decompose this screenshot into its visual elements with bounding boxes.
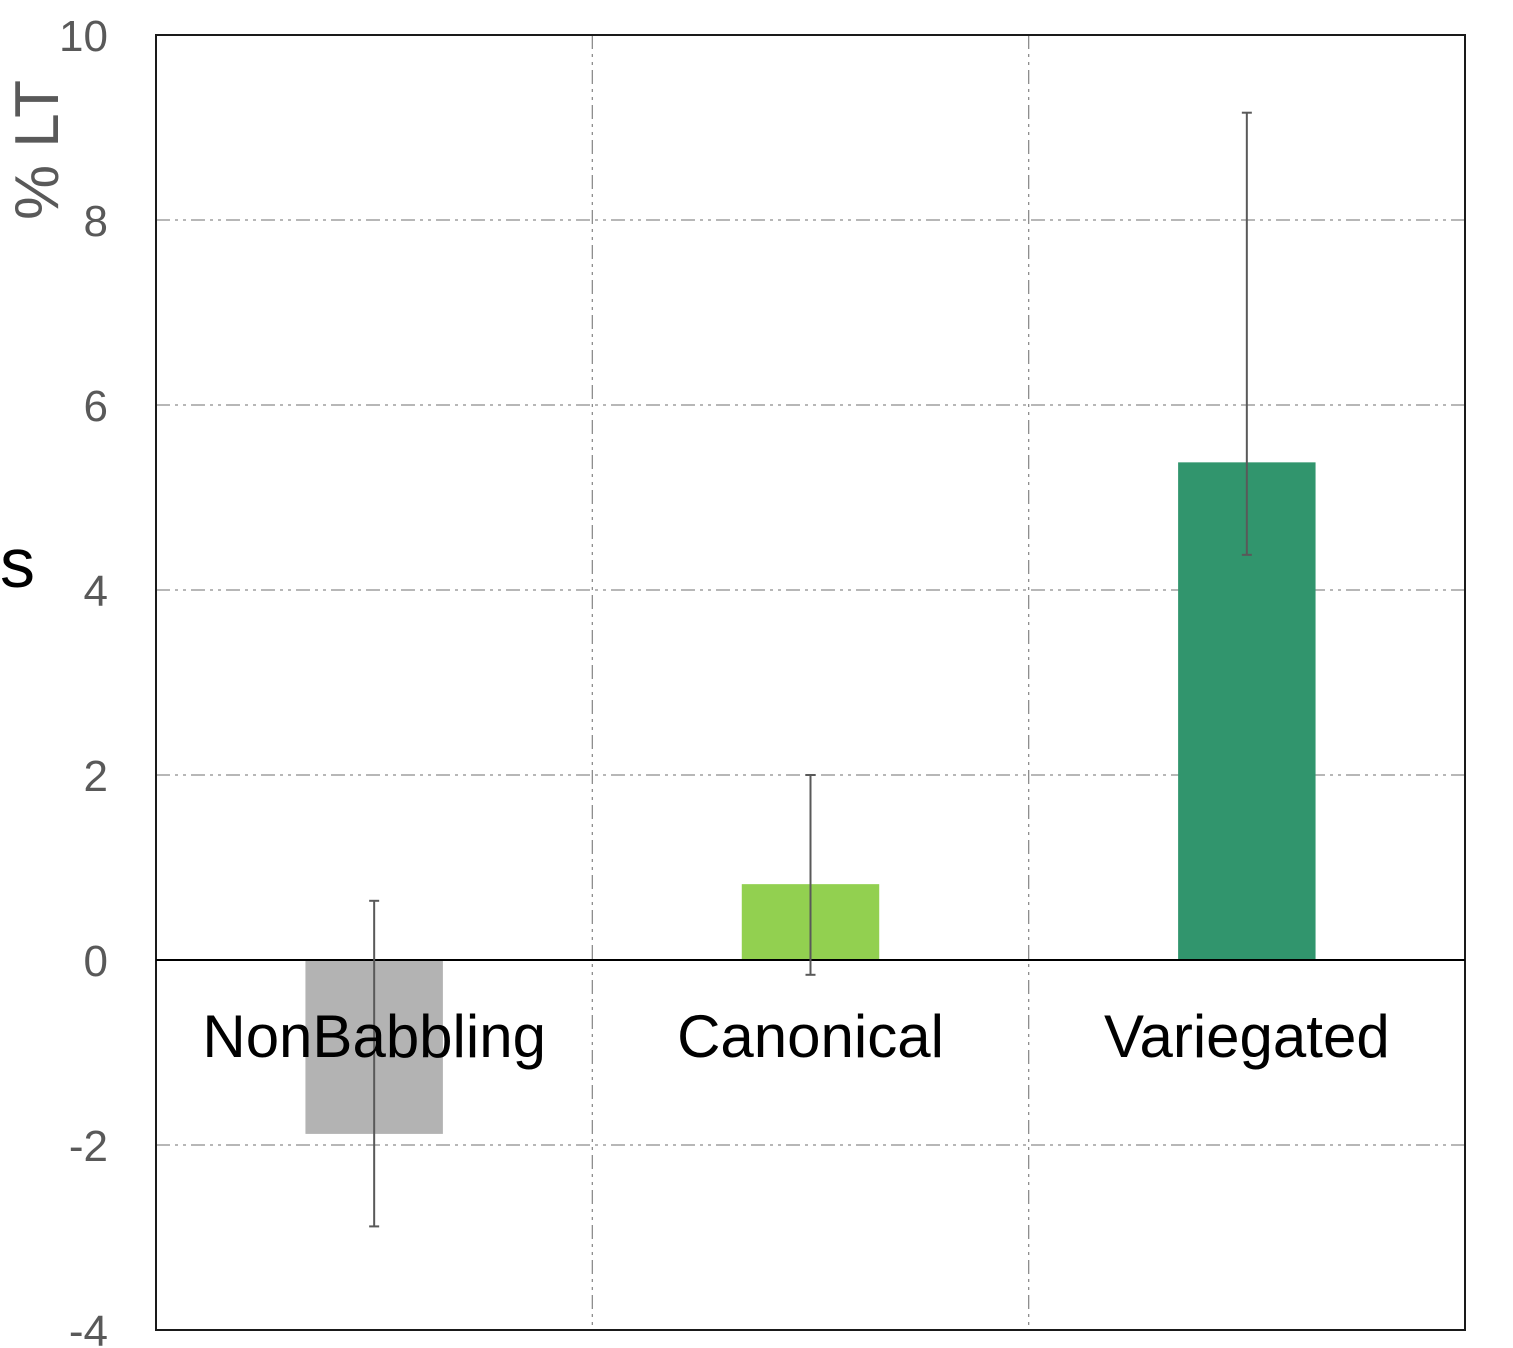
y-tick-label: -2 (69, 1122, 108, 1171)
plot-frame (155, 34, 1466, 1331)
category-label: Canonical (677, 1003, 944, 1070)
y-tick-label: 10 (59, 12, 108, 61)
y-tick-label: 4 (84, 567, 108, 616)
category-label: Variegated (1104, 1003, 1390, 1070)
y-tick-label: 2 (84, 752, 108, 801)
error-bars (369, 111, 1252, 1228)
y-tick-label: -4 (69, 1307, 108, 1348)
y-tick-label: 0 (84, 937, 108, 986)
y-tick-label: 8 (84, 197, 108, 246)
partial-label-text: s (0, 524, 35, 602)
labels: -4 -2 0 2 4 6 8 10 NonBabbling Canonical Variegate… (59, 12, 1390, 1348)
category-label: NonBabbling (202, 1003, 546, 1070)
y-axis-label: % LT (3, 80, 72, 220)
y-tick-label: 6 (84, 382, 108, 431)
